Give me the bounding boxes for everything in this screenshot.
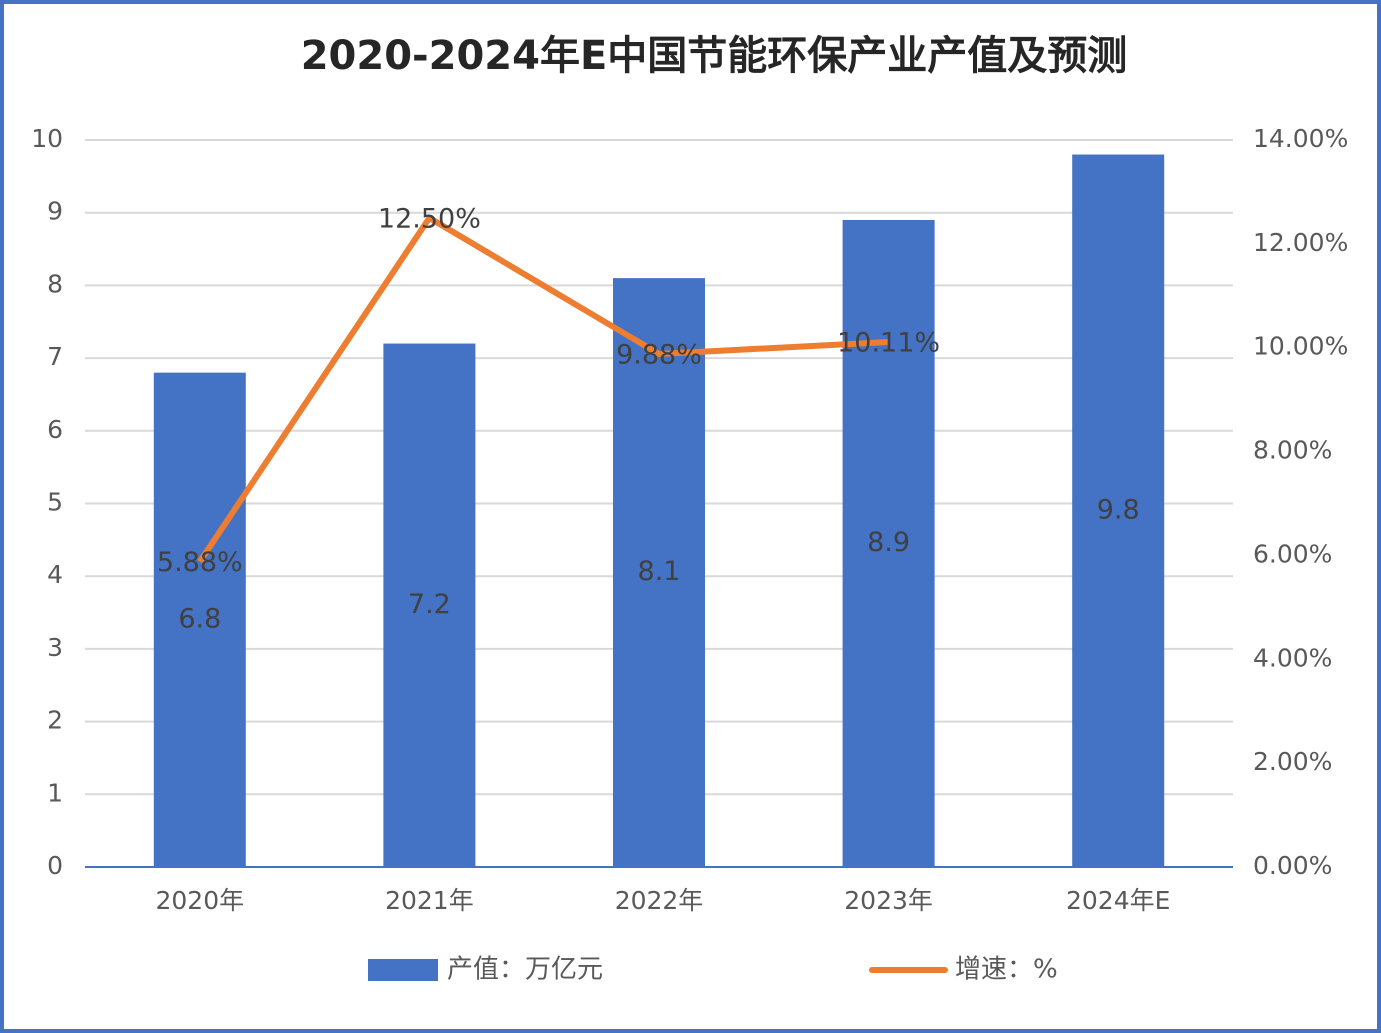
data-label: 12.50%	[378, 203, 481, 234]
bar	[1072, 154, 1165, 868]
data-label: 7.2	[408, 589, 451, 620]
data-label: 6.8	[178, 603, 221, 634]
y-tick-label: 2	[47, 706, 63, 735]
data-label: 8.9	[867, 527, 910, 558]
legend-label: 产值：万亿元	[447, 955, 603, 985]
y2-tick-label: 12.00%	[1253, 228, 1348, 257]
y-tick-label: 0	[47, 851, 63, 880]
y2-tick-label: 10.00%	[1253, 332, 1348, 361]
data-label: 9.8	[1097, 494, 1140, 525]
y-tick-label: 9	[47, 197, 63, 226]
y2-tick-label: 8.00%	[1253, 436, 1332, 465]
y2-tick-label: 0.00%	[1253, 851, 1332, 880]
bar	[842, 219, 935, 868]
y-tick-label: 10	[31, 124, 63, 153]
chart-title: 2020-2024年E中国节能环保产业产值及预测	[301, 33, 1128, 79]
y2-tick-label: 4.00%	[1253, 643, 1332, 672]
data-label: 8.1	[638, 556, 681, 587]
x-tick-label: 2021年	[385, 886, 474, 915]
y-tick-label: 5	[47, 488, 63, 517]
x-tick-label: 2020年	[155, 886, 244, 915]
bar	[153, 372, 246, 867]
data-label: 10.11%	[837, 328, 940, 359]
y-tick-label: 7	[47, 342, 63, 371]
data-label: 9.88%	[616, 339, 702, 370]
y2-tick-label: 2.00%	[1253, 747, 1332, 776]
y-tick-label: 4	[47, 560, 63, 589]
x-tick-label: 2024年E	[1066, 886, 1170, 915]
bar	[613, 278, 705, 867]
y-tick-label: 8	[47, 269, 63, 298]
y-tick-label: 1	[47, 778, 63, 807]
bar	[383, 343, 476, 867]
y-tick-label: 6	[47, 415, 63, 444]
x-tick-label: 2023年	[844, 886, 933, 915]
x-tick-label: 2022年	[615, 886, 704, 915]
legend-label: 增速：%	[955, 955, 1058, 985]
y-tick-label: 3	[47, 633, 63, 662]
y2-tick-label: 6.00%	[1253, 539, 1332, 568]
y2-tick-label: 14.00%	[1253, 124, 1348, 153]
legend-swatch	[368, 959, 438, 981]
data-label: 5.88%	[157, 547, 243, 578]
line	[197, 214, 889, 564]
